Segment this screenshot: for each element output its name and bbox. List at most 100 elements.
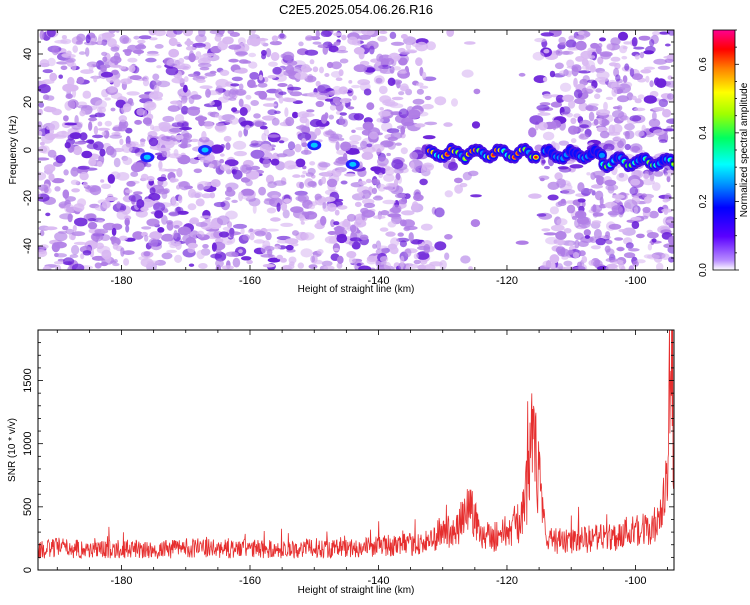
heatmap-noise-cell xyxy=(363,88,372,96)
heatmap-noise-cell xyxy=(113,52,121,61)
heatmap-noise-cell xyxy=(111,227,117,236)
heatmap-noise-cell xyxy=(119,35,130,44)
heatmap-noise-cell xyxy=(393,178,399,187)
heatmap-noise-cell xyxy=(617,95,629,103)
heatmap-noise-cell xyxy=(94,262,102,269)
heatmap-noise-cell xyxy=(116,210,128,220)
heatmap-noise-cell xyxy=(400,125,406,135)
heatmap-noise-cell xyxy=(71,231,86,237)
heatmap-noise-cell xyxy=(118,124,128,132)
heatmap-noise-cell xyxy=(574,239,580,249)
heatmap-noise-cell xyxy=(550,119,562,129)
heatmap-noise-cell xyxy=(200,215,213,219)
heatmap-noise-cell xyxy=(312,66,319,73)
heatmap-noise-cell xyxy=(219,153,225,157)
heatmap-noise-cell xyxy=(605,265,618,270)
heatmap-noise-cell xyxy=(631,73,644,80)
heatmap-noise-cell xyxy=(173,225,180,229)
heatmap-noise-cell xyxy=(66,50,72,57)
heatmap-noise-cell xyxy=(144,234,149,242)
heatmap-noise-cell xyxy=(63,261,72,265)
heatmap-noise-cell xyxy=(287,141,296,151)
heatmap-noise-cell xyxy=(93,141,104,151)
heatmap-noise-cell xyxy=(157,227,165,233)
heatmap-noise-cell xyxy=(153,30,166,37)
heatmap-noise-cell xyxy=(632,260,639,267)
heatmap-noise-cell xyxy=(385,231,396,237)
heatmap-noise-cell xyxy=(61,130,67,135)
snr-x-axis: -180 -160 -140 -120 -100 xyxy=(56,330,668,587)
heatmap-noise-cell xyxy=(348,80,353,84)
heatmap-noise-cell xyxy=(47,57,56,67)
heatmap-noise-cell xyxy=(250,30,256,35)
heatmap-noise-cell xyxy=(333,221,340,226)
heatmap-noise-cell xyxy=(605,257,618,263)
heatmap-noise-cell xyxy=(583,229,591,237)
heatmap-noise-cell xyxy=(218,96,230,103)
heatmap-noise-cell xyxy=(201,193,213,199)
heatmap-noise-cell xyxy=(161,150,168,158)
heatmap-noise-cell xyxy=(358,34,371,40)
heatmap-noise-cell xyxy=(398,108,409,119)
heatmap-noise-cell xyxy=(402,219,415,228)
heatmap-noise-cell xyxy=(348,256,356,264)
heatmap-noise-cell xyxy=(575,34,585,40)
heatmap-noise-cell xyxy=(655,78,667,88)
heatmap-noise-cell xyxy=(229,227,235,238)
heatmap-noise-cell xyxy=(603,143,615,152)
heatmap-noise-cell xyxy=(390,237,400,247)
heatmap-noise-cell xyxy=(121,143,133,153)
heatmap-noise-cell xyxy=(301,232,315,241)
heatmap-noise-cell xyxy=(276,202,281,212)
heatmap-noise-cell xyxy=(652,111,657,121)
heatmap-noise-cell xyxy=(203,42,211,50)
heatmap-noise-cell xyxy=(44,164,56,173)
heatmap-noise-cell xyxy=(285,244,294,251)
heatmap-noise-cell xyxy=(72,225,77,232)
heatmap-noise-cell xyxy=(298,41,304,47)
heatmap-noise-cell xyxy=(161,252,173,260)
heatmap-noise-cell xyxy=(266,207,277,214)
heatmap-noise-cell xyxy=(394,193,407,199)
heatmap-noise-cell xyxy=(133,35,140,40)
heatmap-noise-cell xyxy=(325,170,335,176)
heatmap-noise-cell xyxy=(230,83,240,87)
heatmap-noise-cell xyxy=(81,150,93,159)
heatmap-noise-cell xyxy=(434,207,445,218)
heatmap-noise-cell xyxy=(375,77,383,84)
y-tick-label: 500 xyxy=(22,498,34,516)
heatmap-noise-cell xyxy=(634,98,642,104)
heatmap-noise-cell xyxy=(203,52,217,57)
heatmap-noise-cell xyxy=(209,223,222,230)
heatmap-noise-cell xyxy=(380,210,389,216)
heatmap-noise-cell xyxy=(78,51,86,55)
heatmap-noise-cell xyxy=(415,82,424,87)
heatmap-noise-cell xyxy=(305,118,310,128)
heatmap-noise-cell xyxy=(544,165,550,170)
heatmap-noise-cell xyxy=(361,151,374,160)
heatmap-noise-cell xyxy=(276,254,284,260)
heatmap-noise-cell xyxy=(287,263,295,270)
heatmap-noise-cell xyxy=(515,240,529,245)
heatmap-noise-cell xyxy=(424,95,432,101)
heatmap-noise-cell xyxy=(347,106,355,110)
heatmap-noise-cell xyxy=(629,186,639,196)
heatmap-noise-cell xyxy=(308,264,318,269)
heatmap-noise-cell xyxy=(100,183,112,189)
heatmap-noise-cell xyxy=(353,47,365,55)
heatmap-x-axis: -180 -160 -140 -120 -100 xyxy=(56,30,668,287)
x-tick-label: -140 xyxy=(367,275,389,287)
heatmap-noise-cell xyxy=(640,215,649,220)
heatmap-noise-cell xyxy=(156,147,171,152)
heatmap-noise-cell xyxy=(314,127,322,136)
heatmap-noise-cell xyxy=(139,138,146,142)
heatmap-noise-cell xyxy=(248,197,261,207)
heatmap-noise-cell xyxy=(643,196,652,204)
heatmap-noise-cell xyxy=(611,87,618,97)
heatmap-noise-cell xyxy=(624,143,631,151)
heatmap-noise-cell xyxy=(102,56,108,62)
heatmap-noise-cell xyxy=(595,76,609,83)
heatmap-noise-cell xyxy=(389,31,397,39)
heatmap-noise-cell xyxy=(292,230,299,236)
heatmap-noise-cell xyxy=(38,145,48,153)
